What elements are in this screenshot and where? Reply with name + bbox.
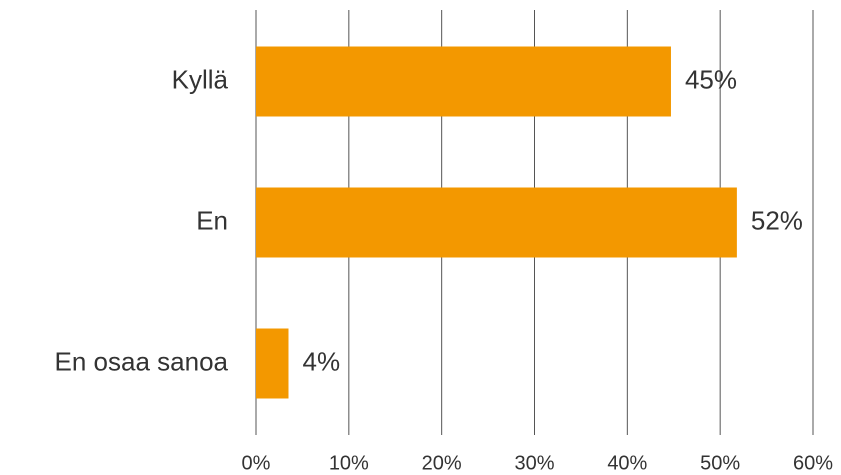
data-label: 4% [302, 346, 340, 376]
bar [256, 46, 671, 117]
bar [256, 328, 289, 399]
x-tick-label: 60% [793, 452, 833, 474]
x-tick-label: 10% [329, 452, 369, 474]
y-tick-label: Kyllä [172, 64, 229, 94]
x-tick-label: 20% [422, 452, 462, 474]
x-tick-label: 30% [514, 452, 554, 474]
bar [256, 187, 737, 258]
x-tick-label: 50% [700, 452, 740, 474]
y-tick-label: En osaa sanoa [55, 346, 229, 376]
data-label: 52% [751, 205, 803, 235]
x-tick-label: 0% [242, 452, 271, 474]
y-tick-label: En [196, 205, 228, 235]
x-tick-label: 40% [607, 452, 647, 474]
data-label: 45% [685, 64, 737, 94]
